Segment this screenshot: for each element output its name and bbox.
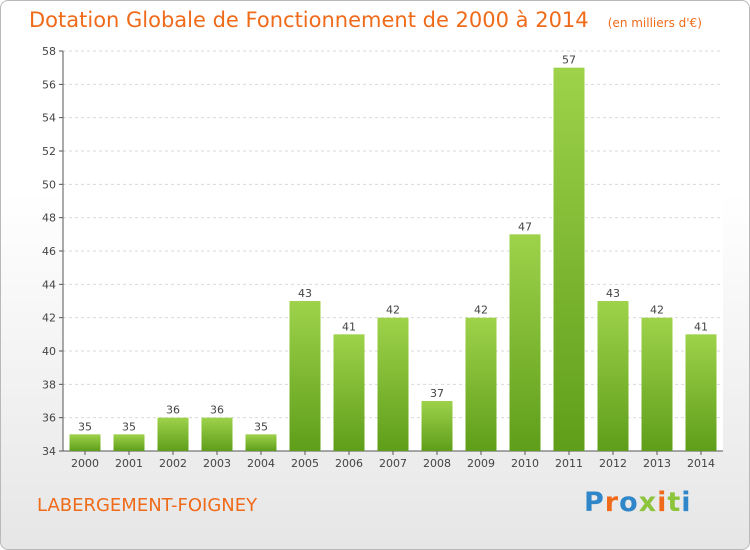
- x-tick-label: 2009: [467, 457, 495, 470]
- bar-2011: [553, 67, 585, 452]
- x-tick-label: 2000: [71, 457, 99, 470]
- logo-letter: P: [584, 487, 605, 518]
- bar-2005: [289, 301, 321, 451]
- bar-2000: [69, 434, 101, 451]
- bar-value-label: 41: [694, 320, 708, 333]
- x-tick-label: 2011: [555, 457, 583, 470]
- logo-letter: t: [667, 487, 682, 518]
- bar-value-label: 35: [78, 420, 92, 433]
- bar-2004: [245, 434, 277, 451]
- chart-title: Dotation Globale de Fonctionnement de 20…: [29, 8, 589, 32]
- bar-2012: [597, 301, 629, 451]
- bar-2006: [333, 334, 365, 451]
- bar-value-label: 42: [474, 304, 488, 317]
- y-tick-label: 52: [42, 145, 56, 158]
- x-tick-label: 2013: [643, 457, 671, 470]
- y-tick-label: 42: [42, 312, 56, 325]
- logo-letter: o: [619, 487, 639, 518]
- logo-letter: r: [604, 487, 620, 518]
- bar-value-label: 47: [518, 220, 532, 233]
- y-tick-label: 54: [42, 112, 56, 125]
- bar-value-label: 35: [254, 420, 268, 433]
- bar-2009: [465, 317, 497, 451]
- x-tick-label: 2004: [247, 457, 275, 470]
- x-tick-label: 2008: [423, 457, 451, 470]
- commune-name: LABERGEMENT-FOIGNEY: [37, 495, 258, 516]
- bar-value-label: 43: [606, 287, 620, 300]
- bar-value-label: 36: [166, 404, 180, 417]
- bar-2014: [685, 334, 717, 451]
- y-tick-label: 46: [42, 245, 56, 258]
- logo-letter: i: [657, 487, 668, 518]
- x-tick-label: 2014: [687, 457, 715, 470]
- bar-2008: [421, 401, 453, 451]
- bar-2013: [641, 317, 673, 451]
- bar-value-label: 37: [430, 387, 444, 400]
- proxiti-logo[interactable]: Proxiti: [584, 487, 692, 518]
- bar-value-label: 42: [386, 304, 400, 317]
- bar-2003: [201, 417, 233, 451]
- x-tick-label: 2007: [379, 457, 407, 470]
- y-tick-label: 38: [42, 378, 56, 391]
- bar-value-label: 41: [342, 320, 356, 333]
- x-tick-label: 2003: [203, 457, 231, 470]
- y-tick-label: 40: [42, 345, 56, 358]
- chart-title-row: Dotation Globale de Fonctionnement de 20…: [29, 8, 702, 32]
- bar-2010: [509, 234, 541, 451]
- y-tick-label: 44: [42, 278, 56, 291]
- bar-2001: [113, 434, 145, 451]
- y-tick-label: 50: [42, 178, 56, 191]
- x-tick-label: 2005: [291, 457, 319, 470]
- y-tick-label: 34: [42, 445, 56, 458]
- x-tick-label: 2001: [115, 457, 143, 470]
- chart-unit: (en milliers d'€): [607, 16, 702, 30]
- bar-2007: [377, 317, 409, 451]
- bar-value-label: 43: [298, 287, 312, 300]
- x-tick-label: 2002: [159, 457, 187, 470]
- x-tick-label: 2012: [599, 457, 627, 470]
- bar-value-label: 35: [122, 420, 136, 433]
- y-tick-label: 58: [42, 45, 56, 58]
- y-tick-label: 56: [42, 78, 56, 91]
- bar-2002: [157, 417, 189, 451]
- bar-value-label: 42: [650, 304, 664, 317]
- bar-value-label: 57: [562, 54, 576, 67]
- bar-value-label: 36: [210, 404, 224, 417]
- x-tick-label: 2010: [511, 457, 539, 470]
- x-tick-label: 2006: [335, 457, 363, 470]
- y-tick-label: 48: [42, 212, 56, 225]
- y-tick-label: 36: [42, 412, 56, 425]
- logo-letter: x: [638, 487, 658, 518]
- logo-letter: i: [681, 487, 692, 518]
